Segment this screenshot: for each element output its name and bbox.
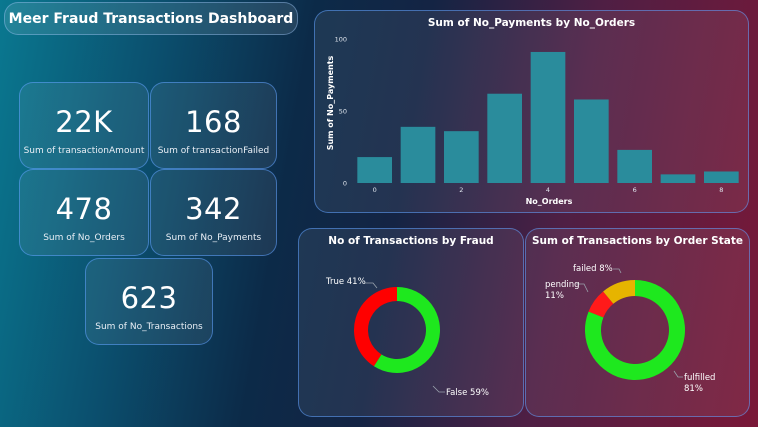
- fraud-donut-title: No of Transactions by Fraud: [328, 235, 494, 247]
- bar-chart-bar[interactable]: [487, 93, 522, 183]
- bar-chart-bar[interactable]: [704, 171, 739, 183]
- dashboard-title-box: Meer Fraud Transactions Dashboard: [4, 2, 298, 35]
- kpi-label: Sum of No_Orders: [43, 233, 125, 243]
- bar-chart-bar[interactable]: [617, 149, 652, 183]
- kpi-card-transaction-amount[interactable]: 22K Sum of transactionAmount: [19, 82, 149, 169]
- bar-chart-y-axis-label: Sum of No_Payments: [326, 55, 335, 150]
- bar-chart-title: Sum of No_Payments by No_Orders: [427, 17, 636, 29]
- kpi-value: 342: [185, 192, 242, 226]
- donut-slice[interactable]: [373, 287, 440, 373]
- kpi-label: Sum of No_Transactions: [95, 322, 203, 332]
- kpi-value: 22K: [55, 105, 113, 139]
- order-state-donut-panel[interactable]: Sum of Transactions by Order State faile…: [525, 228, 750, 417]
- bar-chart-bar[interactable]: [660, 174, 696, 183]
- donut-data-label: False 59%: [446, 388, 489, 398]
- bar-chart: Sum of No_Payments No_Orders 0 50 100 0 2 4 6 8: [326, 36, 739, 206]
- bar-chart-x-tick-label: 0: [373, 186, 377, 194]
- kpi-card-no-orders[interactable]: 478 Sum of No_Orders: [19, 169, 149, 256]
- donut-leader-line: [576, 283, 589, 293]
- donut-leader-line: [613, 268, 622, 274]
- donut-slice[interactable]: [603, 280, 635, 304]
- donut-data-label: True 41%: [325, 277, 366, 287]
- fraud-donut-chart: True 41% False 59%: [325, 277, 489, 398]
- bar-chart-y-tick-label: 0: [343, 180, 347, 188]
- kpi-card-no-payments[interactable]: 342 Sum of No_Payments: [150, 169, 277, 256]
- bar-chart-bar[interactable]: [400, 126, 436, 183]
- bar-chart-x-tick-label: 4: [546, 186, 550, 194]
- donut-slice[interactable]: [588, 291, 614, 318]
- bar-chart-y-tick-label: 100: [335, 36, 347, 44]
- kpi-label: Sum of transactionFailed: [157, 146, 270, 156]
- bar-chart-y-tick-label: 50: [339, 108, 347, 116]
- dashboard-title: Meer Fraud Transactions Dashboard: [8, 10, 294, 27]
- bar-chart-bar[interactable]: [530, 51, 566, 184]
- kpi-value: 168: [185, 105, 242, 139]
- bar-chart-x-tick-label: 6: [633, 186, 637, 194]
- donut-data-label: failed 8%: [573, 264, 613, 274]
- bar-chart-x-axis-label: No_Orders: [526, 197, 573, 206]
- kpi-card-no-transactions[interactable]: 623 Sum of No_Transactions: [85, 258, 213, 345]
- fraud-donut-panel[interactable]: No of Transactions by Fraud True 41% Fals…: [298, 228, 524, 417]
- kpi-label: Sum of No_Payments: [165, 233, 262, 243]
- donut-data-label: fulfilled: [684, 373, 715, 383]
- kpi-card-transaction-failed[interactable]: 168 Sum of transactionFailed: [150, 82, 277, 169]
- kpi-value: 478: [55, 192, 113, 226]
- bar-chart-x-tick-label: 8: [719, 186, 723, 194]
- donut-data-label: pending: [545, 280, 580, 290]
- donut-slice[interactable]: [585, 280, 685, 380]
- donut-data-label: 81%: [684, 384, 703, 394]
- order-state-donut-title: Sum of Transactions by Order State: [532, 235, 743, 247]
- bar-chart-x-tick-label: 2: [459, 186, 463, 194]
- bar-chart-bar[interactable]: [574, 99, 609, 183]
- donut-leader-line: [673, 370, 683, 378]
- kpi-label: Sum of transactionAmount: [23, 146, 145, 156]
- donut-slice[interactable]: [353, 287, 397, 367]
- kpi-value: 623: [120, 281, 178, 315]
- bar-chart-panel[interactable]: Sum of No_Payments by No_Orders Sum of N…: [314, 10, 749, 213]
- donut-leader-line: [365, 282, 378, 289]
- bar-chart-bar[interactable]: [357, 157, 392, 183]
- bar-chart-bar[interactable]: [444, 131, 479, 183]
- donut-data-label: 11%: [545, 291, 564, 301]
- donut-leader-line: [432, 385, 445, 393]
